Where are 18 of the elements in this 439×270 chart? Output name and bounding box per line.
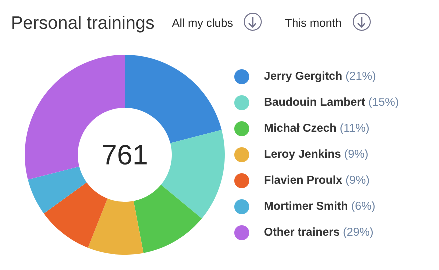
data-label: (29%) (344, 228, 374, 238)
legend-label: Michał Czech (264, 124, 336, 132)
text: This month (285, 18, 342, 28)
legend-label: Other trainers (264, 228, 340, 236)
chart-title: Personal trainings (12, 16, 154, 33)
legend-label: Baudouin Lambert (264, 98, 366, 106)
text: 761 (103, 145, 147, 165)
legend-label: Leroy Jenkins (264, 150, 341, 160)
data-label: (9%) (346, 176, 370, 186)
data-label: (11%) (340, 124, 369, 134)
legend-label: Flavien Proulx (264, 176, 342, 184)
legend-label: Mortimer Smith (264, 202, 348, 210)
text: All my clubs (172, 18, 233, 30)
data-label: (15%) (369, 98, 398, 108)
data-label: (9%) (345, 150, 368, 160)
data-label: (21%) (346, 72, 376, 82)
data-label: (6%) (352, 202, 375, 212)
legend-label: Jerry Gergitch (264, 72, 342, 82)
